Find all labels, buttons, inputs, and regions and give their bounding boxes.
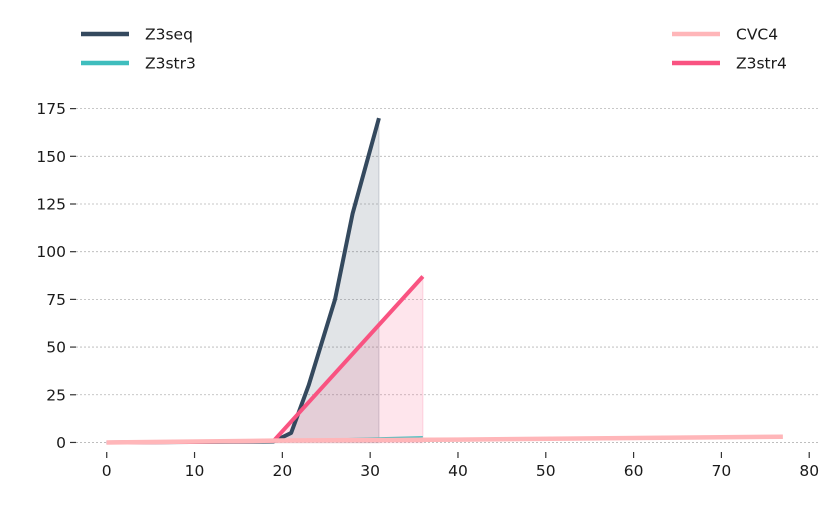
x-tick-label-60: 60 — [624, 462, 644, 480]
x-tick-label-0: 0 — [102, 462, 112, 480]
y-tick-label-0: 0 — [56, 434, 66, 452]
x-tick-label-10: 10 — [185, 462, 205, 480]
x-tick-label-30: 30 — [360, 462, 380, 480]
y-tick-label-75: 75 — [46, 291, 66, 309]
legend: Z3seq Z3str3 CVC4 Z3str4 — [81, 26, 787, 73]
y-tick-label-25: 25 — [46, 386, 66, 404]
legend-label-z3str3: Z3str3 — [145, 55, 196, 73]
y-tick-label-175: 175 — [36, 100, 66, 118]
legend-item-z3seq: Z3seq — [81, 26, 193, 44]
legend-item-z3str4: Z3str4 — [672, 55, 787, 73]
y-tick-label-125: 125 — [36, 196, 66, 214]
y-tick-label-100: 100 — [36, 243, 66, 261]
series-lines — [106, 117, 783, 445]
y-tick-label-50: 50 — [46, 339, 66, 357]
legend-label-cvc4: CVC4 — [736, 26, 778, 44]
x-tick-label-70: 70 — [712, 462, 732, 480]
legend-label-z3seq: Z3seq — [145, 26, 193, 44]
series-fills — [106, 117, 424, 444]
legend-label-z3str4: Z3str4 — [736, 55, 787, 73]
legend-item-cvc4: CVC4 — [672, 26, 778, 44]
x-tick-label-50: 50 — [536, 462, 556, 480]
series-line-cvc4 — [106, 434, 783, 445]
legend-item-z3str3: Z3str3 — [81, 55, 196, 73]
x-tick-label-80: 80 — [799, 462, 819, 480]
grid-lines — [76, 108, 818, 443]
y-tick-label-150: 150 — [36, 148, 66, 166]
x-tick-label-40: 40 — [448, 462, 468, 480]
axes: 0 25 50 75 100 125 150 175 0 10 20 30 40 50 60 70 80 — [36, 100, 819, 480]
x-tick-label-20: 20 — [272, 462, 292, 480]
